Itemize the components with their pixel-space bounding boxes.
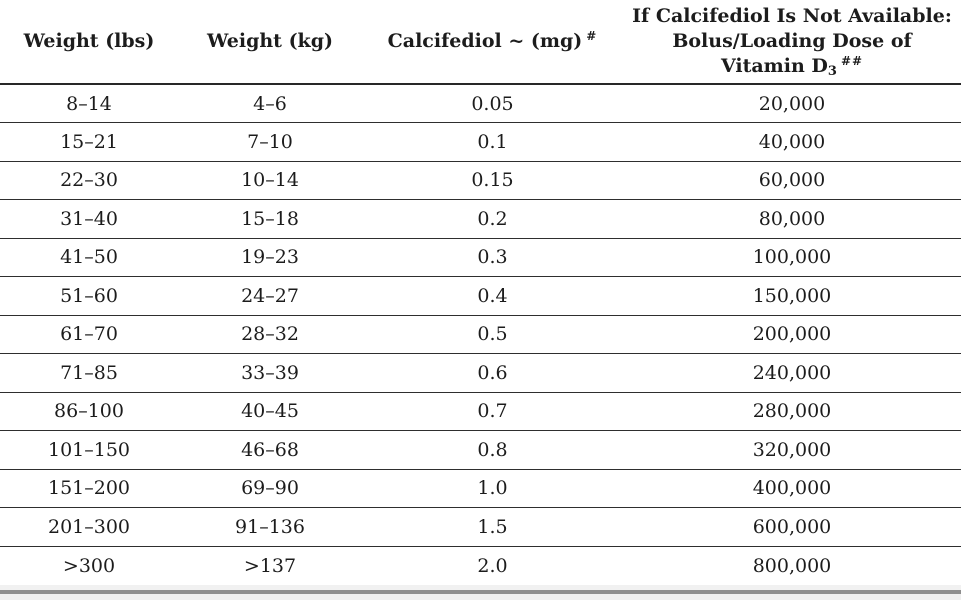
- table-cell: 31–40: [0, 199, 178, 239]
- table-cell: 0.6: [362, 353, 623, 393]
- table-cell: 15–18: [178, 199, 362, 239]
- table-cell: 0.05: [362, 84, 623, 123]
- table-cell: 100,000: [623, 238, 961, 277]
- table-row: >300 >137 2.0 800,000: [0, 546, 961, 585]
- table-cell: 0.15: [362, 161, 623, 200]
- header-row: Weight (lbs) Weight (kg) Calcifediol ~ (…: [0, 0, 961, 85]
- table-cell: 0.3: [362, 238, 623, 277]
- header-label: Weight (kg): [206, 30, 333, 52]
- table-cell: 60,000: [623, 161, 961, 200]
- table-cell: >300: [62, 554, 116, 577]
- table-cell: 1.5: [362, 507, 623, 547]
- table-cell: 151–200: [0, 469, 178, 508]
- table-row: 151–200 69–90 1.0 400,000: [0, 469, 961, 508]
- table-cell: 0.2: [362, 199, 623, 239]
- table-cell: 15–21: [0, 122, 178, 162]
- table-cell: 22–30: [0, 161, 178, 200]
- table-cell: 40–45: [178, 392, 362, 431]
- table-cell: 19–23: [178, 238, 362, 277]
- table-row: 61–70 28–32 0.5 200,000: [0, 315, 961, 354]
- table-cell: 0.1: [362, 122, 623, 162]
- table-cell: 7–10: [178, 122, 362, 162]
- header-label: Vitamin D: [720, 55, 828, 77]
- bottom-strip-light: [0, 584, 961, 590]
- table-cell: 8–14: [0, 84, 178, 123]
- table-cell: 10–14: [178, 161, 362, 200]
- table-cell: 71–85: [0, 353, 178, 393]
- col-header-calcifediol-dose: Calcifediol ~ (mg) #: [362, 0, 623, 85]
- page-bottom-edge: [0, 584, 961, 600]
- table-cell: 46–68: [178, 430, 362, 470]
- table-row: 41–50 19–23 0.3 100,000: [0, 238, 961, 277]
- subscript-3: 3: [827, 64, 837, 79]
- table-cell: 280,000: [623, 392, 961, 431]
- table-cell: 150,000: [623, 276, 961, 316]
- header-line-1: If Calcifediol Is Not Available:: [632, 5, 952, 27]
- table-cell: 200,000: [623, 315, 961, 354]
- table-cell: 24–27: [178, 276, 362, 316]
- footnote-marker: ##: [840, 54, 864, 68]
- table-body: 8–14 4–6 0.05 20,000 15–21 7–10 0.1 40,000 22–30…: [0, 84, 961, 585]
- table-cell: 4–6: [178, 84, 362, 123]
- bottom-strip-gray-rule: [0, 589, 961, 594]
- table-cell: 0.5: [362, 315, 623, 354]
- table-cell: 2.0: [477, 554, 508, 577]
- table-row: 22–30 10–14 0.15 60,000: [0, 161, 961, 200]
- table-cell: 600,000: [623, 507, 961, 547]
- table-cell: 0.4: [362, 276, 623, 316]
- table-cell: 40,000: [623, 122, 961, 162]
- table-row: 51–60 24–27 0.4 150,000: [0, 276, 961, 316]
- dosing-table: Weight (lbs) Weight (kg) Calcifediol ~ (…: [0, 0, 961, 585]
- table-cell: 51–60: [0, 276, 178, 316]
- col-header-weight-lbs: Weight (lbs): [0, 0, 178, 85]
- header-line-2: Bolus/Loading Dose of: [672, 30, 912, 52]
- table-cell: 80,000: [623, 199, 961, 239]
- table-row: 31–40 15–18 0.2 80,000: [0, 199, 961, 239]
- table-cell: 320,000: [623, 430, 961, 470]
- table-cell: 33–39: [178, 353, 362, 393]
- table-cell: 201–300: [0, 507, 178, 547]
- table-cell: >137: [243, 554, 297, 577]
- table-cell: 91–136: [178, 507, 362, 547]
- footnote-marker: #: [586, 29, 598, 43]
- table-row: 71–85 33–39 0.6 240,000: [0, 353, 961, 393]
- col-header-vitamin-d3-bolus: If Calcifediol Is Not Available: Bolus/L…: [623, 0, 961, 85]
- table-cell: 0.8: [362, 430, 623, 470]
- table-row: 15–21 7–10 0.1 40,000: [0, 122, 961, 162]
- table-cell: 800,000: [752, 554, 832, 577]
- table-row: 201–300 91–136 1.5 600,000: [0, 507, 961, 547]
- table-cell: 1.0: [362, 469, 623, 508]
- header-label: Weight (lbs): [23, 30, 155, 52]
- table-cell: 20,000: [623, 84, 961, 123]
- table-cell: 28–32: [178, 315, 362, 354]
- table-row: 101–150 46–68 0.8 320,000: [0, 430, 961, 470]
- header-line-3: Vitamin D3##: [627, 54, 957, 79]
- table-cell: 61–70: [0, 315, 178, 354]
- table-cell: 240,000: [623, 353, 961, 393]
- table-cell: 0.7: [362, 392, 623, 431]
- table-cell: 86–100: [0, 392, 178, 431]
- table-cell: 101–150: [0, 430, 178, 470]
- table-cell: 41–50: [0, 238, 178, 277]
- table-row: 86–100 40–45 0.7 280,000: [0, 392, 961, 431]
- col-header-weight-kg: Weight (kg): [178, 0, 362, 85]
- table-cell: 69–90: [178, 469, 362, 508]
- bottom-strip-light: [0, 593, 961, 600]
- header-label: Calcifediol ~ (mg): [387, 30, 583, 52]
- table-cell: 400,000: [623, 469, 961, 508]
- table-row: 8–14 4–6 0.05 20,000: [0, 84, 961, 123]
